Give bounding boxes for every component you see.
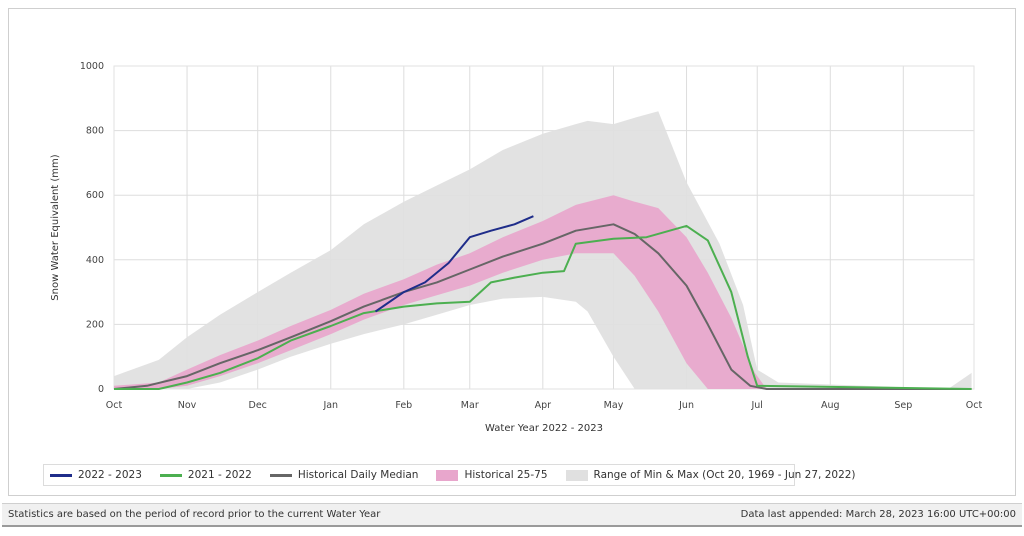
x-tick-label: Feb	[395, 400, 412, 411]
y-tick-label: 600	[86, 190, 104, 201]
chart-panel: 0 200 400 600 800 1000 Oct Nov Dec Jan Feb Mar Apr Ma…	[8, 8, 1016, 496]
legend-swatch-25-75	[436, 469, 459, 481]
y-axis-title: Snow Water Equivalent (mm)	[50, 154, 61, 300]
series-historical-median	[113, 223, 972, 390]
footer-statistics-note: Statistics are based on the period of re…	[8, 509, 381, 520]
x-tick-label: Sep	[894, 400, 912, 411]
y-tick-label: 0	[98, 384, 104, 395]
x-tick-label: Aug	[821, 400, 840, 411]
x-tick-label: Jan	[322, 400, 338, 411]
legend-item-25-75[interactable]: Historical 25-75	[436, 469, 548, 481]
legend-label: Historical Daily Median	[297, 469, 419, 481]
x-tick-label: Oct	[966, 400, 983, 411]
legend-label: Historical 25-75	[464, 469, 548, 481]
series-2021-2022	[114, 224, 972, 390]
footer-last-appended: Data last appended: March 28, 2023 16:00…	[740, 509, 1016, 520]
x-tick-label: Oct	[106, 400, 123, 411]
series-2022-2023	[374, 215, 534, 313]
legend-label: Range of Min & Max (Oct 20, 1969 - Jun 2…	[593, 469, 856, 481]
legend-swatch-2021-2022	[159, 473, 182, 477]
footer-bar: Statistics are based on the period of re…	[2, 503, 1022, 527]
legend-swatch-range	[565, 469, 588, 481]
legend-label: 2021 - 2022	[187, 469, 252, 481]
x-tick-label: Nov	[178, 400, 197, 411]
legend-item-2021-2022[interactable]: 2021 - 2022	[159, 469, 252, 481]
y-tick-label: 1000	[80, 61, 104, 72]
legend-item-median[interactable]: Historical Daily Median	[269, 469, 419, 481]
chart-legend: 2022 - 2023 2021 - 2022 Historical Daily…	[43, 464, 856, 486]
x-tick-label: Jul	[750, 400, 762, 411]
y-tick-label: 200	[86, 319, 104, 330]
legend-swatch-2022-2023	[50, 473, 72, 477]
x-tick-label: Dec	[249, 400, 267, 411]
x-axis-title: Water Year 2022 - 2023	[485, 423, 603, 434]
x-tick-label: May	[604, 400, 624, 411]
series-historical-25-75	[114, 195, 972, 389]
legend-label: 2022 - 2023	[78, 469, 142, 481]
y-tick-label: 400	[86, 255, 104, 266]
x-tick-label: Apr	[535, 400, 552, 411]
legend-item-range[interactable]: Range of Min & Max (Oct 20, 1969 - Jun 2…	[565, 469, 856, 481]
plot-area	[113, 65, 975, 390]
x-tick-label: Jun	[678, 400, 694, 411]
y-tick-label: 800	[86, 126, 104, 137]
swe-chart: 0 200 400 600 800 1000 Oct Nov Dec Jan Feb Mar Apr Ma…	[50, 61, 983, 434]
legend-swatch-median	[269, 473, 292, 477]
legend-item-2022-2023[interactable]: 2022 - 2023	[50, 469, 142, 481]
x-tick-label: Mar	[461, 400, 479, 411]
